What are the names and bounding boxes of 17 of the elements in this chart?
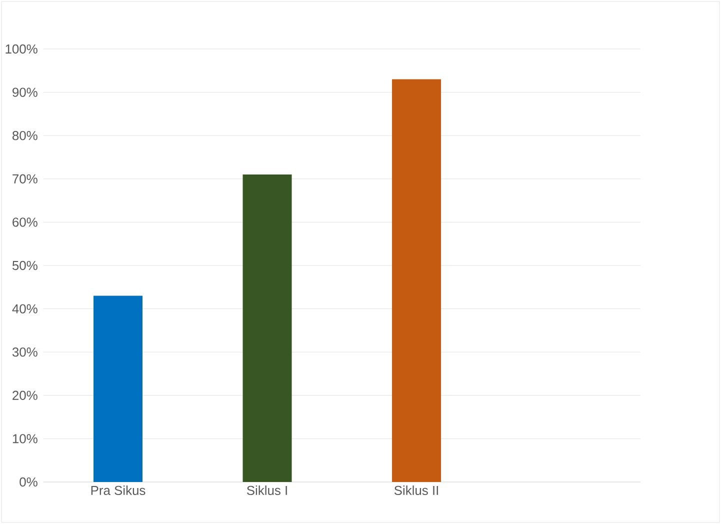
- y-tick-label: 50%: [12, 260, 38, 270]
- y-tick-label: 80%: [12, 130, 38, 140]
- y-tick-label: 30%: [12, 347, 38, 357]
- y-tick-label: 100%: [6, 44, 38, 54]
- y-tick-label: 90%: [12, 88, 38, 97]
- x-tick-label: Siklus II: [394, 486, 438, 496]
- x-tick-label: Pra Sikus: [91, 486, 146, 496]
- y-tick-label: 40%: [12, 304, 38, 314]
- y-tick-label: 70%: [12, 174, 38, 184]
- y-tick-label: 10%: [12, 434, 38, 444]
- bar: [392, 79, 442, 482]
- y-tick-label: 60%: [12, 218, 38, 227]
- x-tick-label: Siklus I: [246, 486, 287, 496]
- bar: [242, 174, 292, 482]
- y-tick-label: 0%: [20, 477, 38, 487]
- bar: [94, 296, 143, 482]
- y-tick-label: 20%: [12, 390, 38, 400]
